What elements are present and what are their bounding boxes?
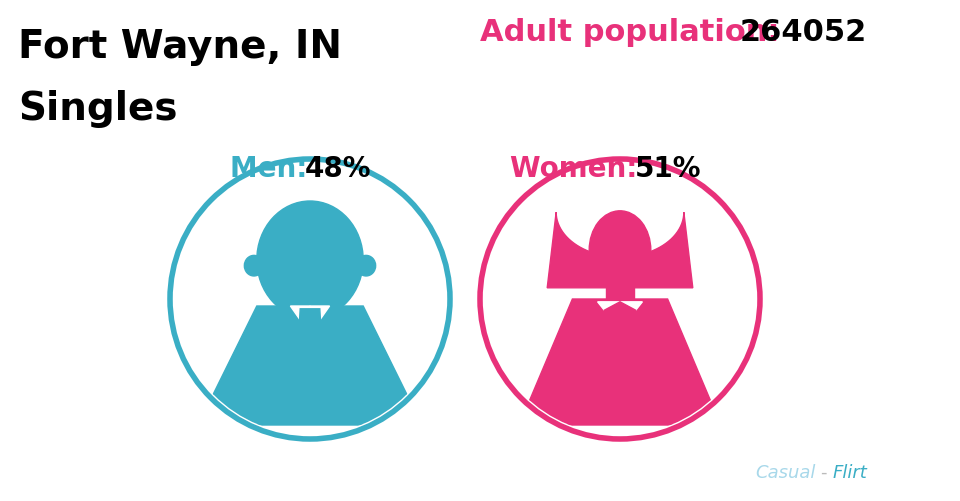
- Text: Fort Wayne, IN: Fort Wayne, IN: [18, 28, 342, 66]
- Text: 264052: 264052: [740, 18, 867, 47]
- Polygon shape: [620, 302, 642, 330]
- Text: Adult population:: Adult population:: [480, 18, 790, 47]
- Polygon shape: [597, 302, 620, 330]
- Text: 51%: 51%: [635, 155, 702, 183]
- Text: Singles: Singles: [18, 90, 178, 128]
- Polygon shape: [547, 213, 693, 288]
- Ellipse shape: [589, 211, 651, 290]
- Ellipse shape: [356, 256, 375, 277]
- Polygon shape: [620, 302, 636, 339]
- Polygon shape: [290, 307, 310, 334]
- Polygon shape: [519, 300, 721, 425]
- Text: -: -: [820, 463, 827, 481]
- Polygon shape: [606, 286, 634, 302]
- Polygon shape: [310, 307, 329, 334]
- Text: Casual: Casual: [755, 463, 815, 481]
- Polygon shape: [605, 302, 620, 339]
- Polygon shape: [293, 304, 326, 307]
- Polygon shape: [198, 307, 422, 425]
- Polygon shape: [296, 309, 324, 393]
- Text: Women:: Women:: [510, 155, 647, 183]
- Ellipse shape: [245, 256, 263, 277]
- Text: Flirt: Flirt: [833, 463, 868, 481]
- Text: 48%: 48%: [305, 155, 372, 183]
- Text: Men:: Men:: [230, 155, 317, 183]
- Ellipse shape: [257, 201, 363, 319]
